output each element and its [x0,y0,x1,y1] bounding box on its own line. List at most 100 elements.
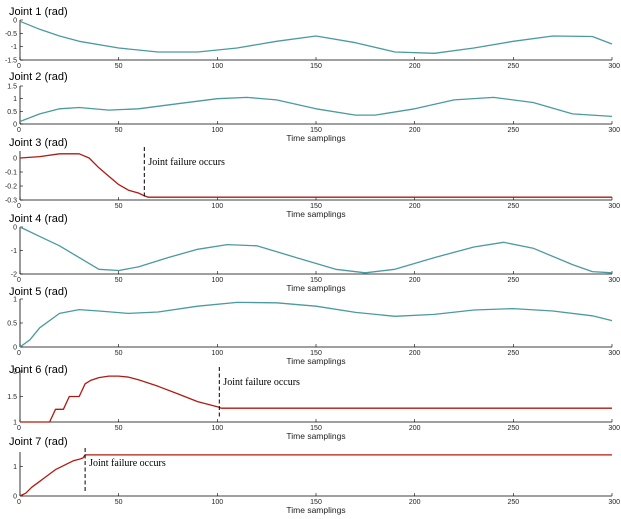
x-tick-label: 150 [310,127,322,134]
x-tick-label: 150 [310,63,322,70]
y-tick-label: -0.5 [5,31,17,38]
x-tick-label: 50 [115,127,123,134]
x-tick-label: 50 [115,499,123,506]
y-tick-label: 1 [13,464,17,471]
x-tick-label: 150 [310,350,322,357]
x-tick-label: 250 [507,350,519,357]
x-tick-label: 300 [608,127,620,134]
series-line [19,454,612,497]
series-line [19,226,613,274]
x-tick-label: 300 [608,277,620,284]
y-tick-label: -2 [11,272,17,279]
y-tick-label: -1.5 [5,58,17,65]
panel-title: Joint 3 (rad) [9,137,68,149]
x-tick-label: 200 [409,425,421,432]
y-tick-label: 1.5 [7,84,17,91]
x-tick-label: 300 [608,203,620,210]
x-tick-label: 150 [310,203,322,210]
x-tick-label: 300 [608,63,620,70]
y-tick-label: 1 [13,420,17,427]
series-line [19,153,612,198]
y-tick-label: -0.1 [5,170,17,177]
y-tick-label: 0 [13,345,17,352]
x-tick-label: 200 [409,203,421,210]
y-tick-label: 0 [13,225,17,232]
x-tick-label: 100 [211,350,223,357]
joint-7-panel: 0 50 100 150 200 250 300 0 1 Joint 7 (rad) Time sa… [9,436,620,515]
y-tick-label: 0.5 [7,109,17,116]
x-tick-label: 250 [507,63,519,70]
x-tick-label: 0 [17,127,21,134]
series-line [19,20,613,54]
x-tick-label: 50 [115,425,123,432]
x-tick-label: 0 [17,203,21,210]
y-tick-label: 1.5 [7,394,17,401]
failure-annotation: Joint failure occurs [89,458,166,469]
x-tick-label: 0 [17,63,21,70]
panel-title: Joint 5 (rad) [9,286,68,298]
y-tick-label: 0 [13,156,17,163]
y-tick-label: -1 [11,44,17,51]
x-tick-label: 0 [17,277,21,284]
x-tick-label: 300 [608,425,620,432]
x-tick-label: 100 [211,499,223,506]
x-tick-label: 150 [310,277,322,284]
y-tick-label: 0 [13,122,17,129]
y-tick-label: -0.3 [5,198,17,205]
panel-title: Joint 7 (rad) [9,436,68,448]
x-tick-label: 250 [507,277,519,284]
x-tick-label: 300 [608,499,620,506]
x-tick-label: 50 [115,277,123,284]
x-axis-label: Time samplings [286,431,345,441]
x-axis-label: Time samplings [286,283,345,293]
x-tick-label: 250 [507,425,519,432]
x-axis-label: Time samplings [286,133,345,143]
panel-title: Joint 1 (rad) [9,6,68,18]
y-tick-label: 1 [13,96,17,103]
x-tick-label: 150 [310,425,322,432]
y-tick-label: 2 [13,369,17,376]
series-line [20,375,612,423]
x-axis-label: Time samplings [286,356,345,366]
x-tick-label: 100 [211,277,223,284]
y-tick-label: 1 [13,297,17,304]
x-tick-label: 100 [211,425,223,432]
panel-title: Joint 2 (rad) [9,71,68,83]
x-tick-label: 250 [507,127,519,134]
x-tick-label: 0 [17,350,21,357]
failure-annotation: Joint failure occurs [148,157,225,168]
x-tick-label: 250 [507,203,519,210]
x-tick-label: 50 [115,63,123,70]
x-tick-label: 200 [409,350,421,357]
x-tick-label: 100 [211,63,223,70]
x-tick-label: 50 [115,203,123,210]
panel-title: Joint 4 (rad) [9,213,68,225]
y-tick-label: 0 [13,18,17,25]
series-line [19,301,613,348]
y-tick-label: -1 [11,248,17,255]
x-axis-label: Time samplings [286,505,345,515]
x-tick-label: 100 [211,127,223,134]
x-tick-label: 250 [507,499,519,506]
panel-title: Joint 6 (rad) [9,364,68,376]
series-line [19,96,613,123]
x-tick-label: 150 [310,499,322,506]
joint-3-panel: 0 50 100 150 200 250 300 -0.3 -0.2 -0.1 0 Joint 3 (… [5,137,620,219]
y-tick-label: 0.5 [7,321,17,328]
x-tick-label: 50 [115,350,123,357]
x-tick-label: 200 [409,127,421,134]
x-tick-label: 0 [17,425,21,432]
x-tick-label: 300 [608,350,620,357]
x-tick-label: 200 [409,277,421,284]
x-axis-label: Time samplings [286,209,345,219]
x-tick-label: 0 [17,499,21,506]
y-tick-label: 0 [13,494,17,501]
x-tick-label: 200 [409,63,421,70]
y-tick-label: -0.2 [5,184,17,191]
